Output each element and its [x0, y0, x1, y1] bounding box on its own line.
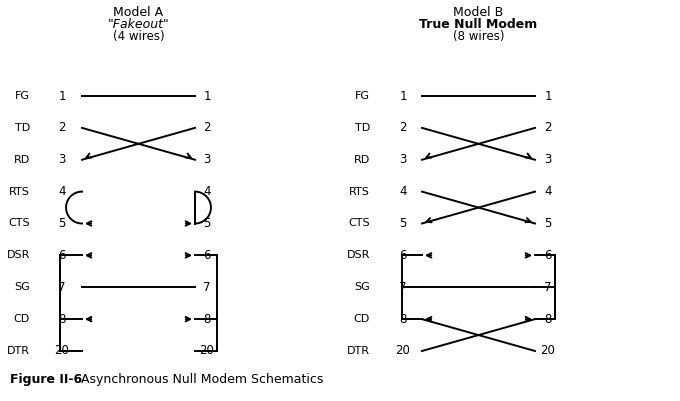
Text: Model B: Model B [454, 6, 504, 19]
Text: 3: 3 [203, 153, 211, 166]
Text: (8 wires): (8 wires) [453, 30, 505, 43]
Text: 6: 6 [544, 249, 551, 262]
Text: CD: CD [354, 314, 370, 324]
Text: 2: 2 [58, 122, 66, 134]
Text: RTS: RTS [9, 186, 30, 196]
Text: 6: 6 [203, 249, 211, 262]
Text: 4: 4 [544, 185, 551, 198]
Text: 7: 7 [399, 281, 407, 294]
Text: 20: 20 [54, 344, 69, 358]
Text: 5: 5 [399, 217, 407, 230]
Text: FG: FG [15, 91, 30, 101]
Text: 8: 8 [58, 313, 66, 326]
Text: SG: SG [354, 282, 370, 292]
Text: CTS: CTS [8, 219, 30, 229]
Text: 8: 8 [544, 313, 551, 326]
Text: 1: 1 [399, 89, 407, 103]
Text: 7: 7 [203, 281, 211, 294]
Text: 6: 6 [399, 249, 407, 262]
Text: 4: 4 [399, 185, 407, 198]
Text: 20: 20 [199, 344, 214, 358]
Text: CD: CD [14, 314, 30, 324]
Text: RD: RD [354, 155, 370, 165]
Text: 3: 3 [399, 153, 407, 166]
Text: 5: 5 [58, 217, 66, 230]
Text: CTS: CTS [348, 219, 370, 229]
Text: FG: FG [355, 91, 370, 101]
Text: 2: 2 [544, 122, 551, 134]
Text: Model A: Model A [114, 6, 164, 19]
Text: RTS: RTS [349, 186, 370, 196]
Text: 6: 6 [58, 249, 66, 262]
Text: 1: 1 [58, 89, 66, 103]
Text: 5: 5 [544, 217, 551, 230]
Text: 2: 2 [203, 122, 211, 134]
Text: 7: 7 [544, 281, 551, 294]
Text: 4: 4 [203, 185, 211, 198]
Text: RD: RD [14, 155, 30, 165]
Text: DSR: DSR [347, 250, 370, 260]
Text: DSR: DSR [7, 250, 30, 260]
Text: Figure II-6: Figure II-6 [10, 373, 82, 386]
Text: Asynchronous Null Modem Schematics: Asynchronous Null Modem Schematics [73, 373, 324, 386]
Text: True Null Modem: True Null Modem [420, 18, 538, 31]
Text: 2: 2 [399, 122, 407, 134]
Text: 7: 7 [58, 281, 66, 294]
Text: 1: 1 [203, 89, 211, 103]
Text: 4: 4 [58, 185, 66, 198]
Text: 3: 3 [544, 153, 551, 166]
Text: 3: 3 [58, 153, 66, 166]
Text: TD: TD [15, 123, 30, 133]
Text: 8: 8 [399, 313, 407, 326]
Text: 20: 20 [541, 344, 556, 358]
Text: DTR: DTR [7, 346, 30, 356]
Text: DTR: DTR [347, 346, 370, 356]
Text: "Fakeout": "Fakeout" [107, 18, 169, 31]
Text: (4 wires): (4 wires) [113, 30, 165, 43]
Text: 8: 8 [203, 313, 211, 326]
Text: 20: 20 [396, 344, 411, 358]
Text: TD: TD [355, 123, 370, 133]
Text: 1: 1 [544, 89, 551, 103]
Text: 5: 5 [203, 217, 211, 230]
Text: SG: SG [14, 282, 30, 292]
